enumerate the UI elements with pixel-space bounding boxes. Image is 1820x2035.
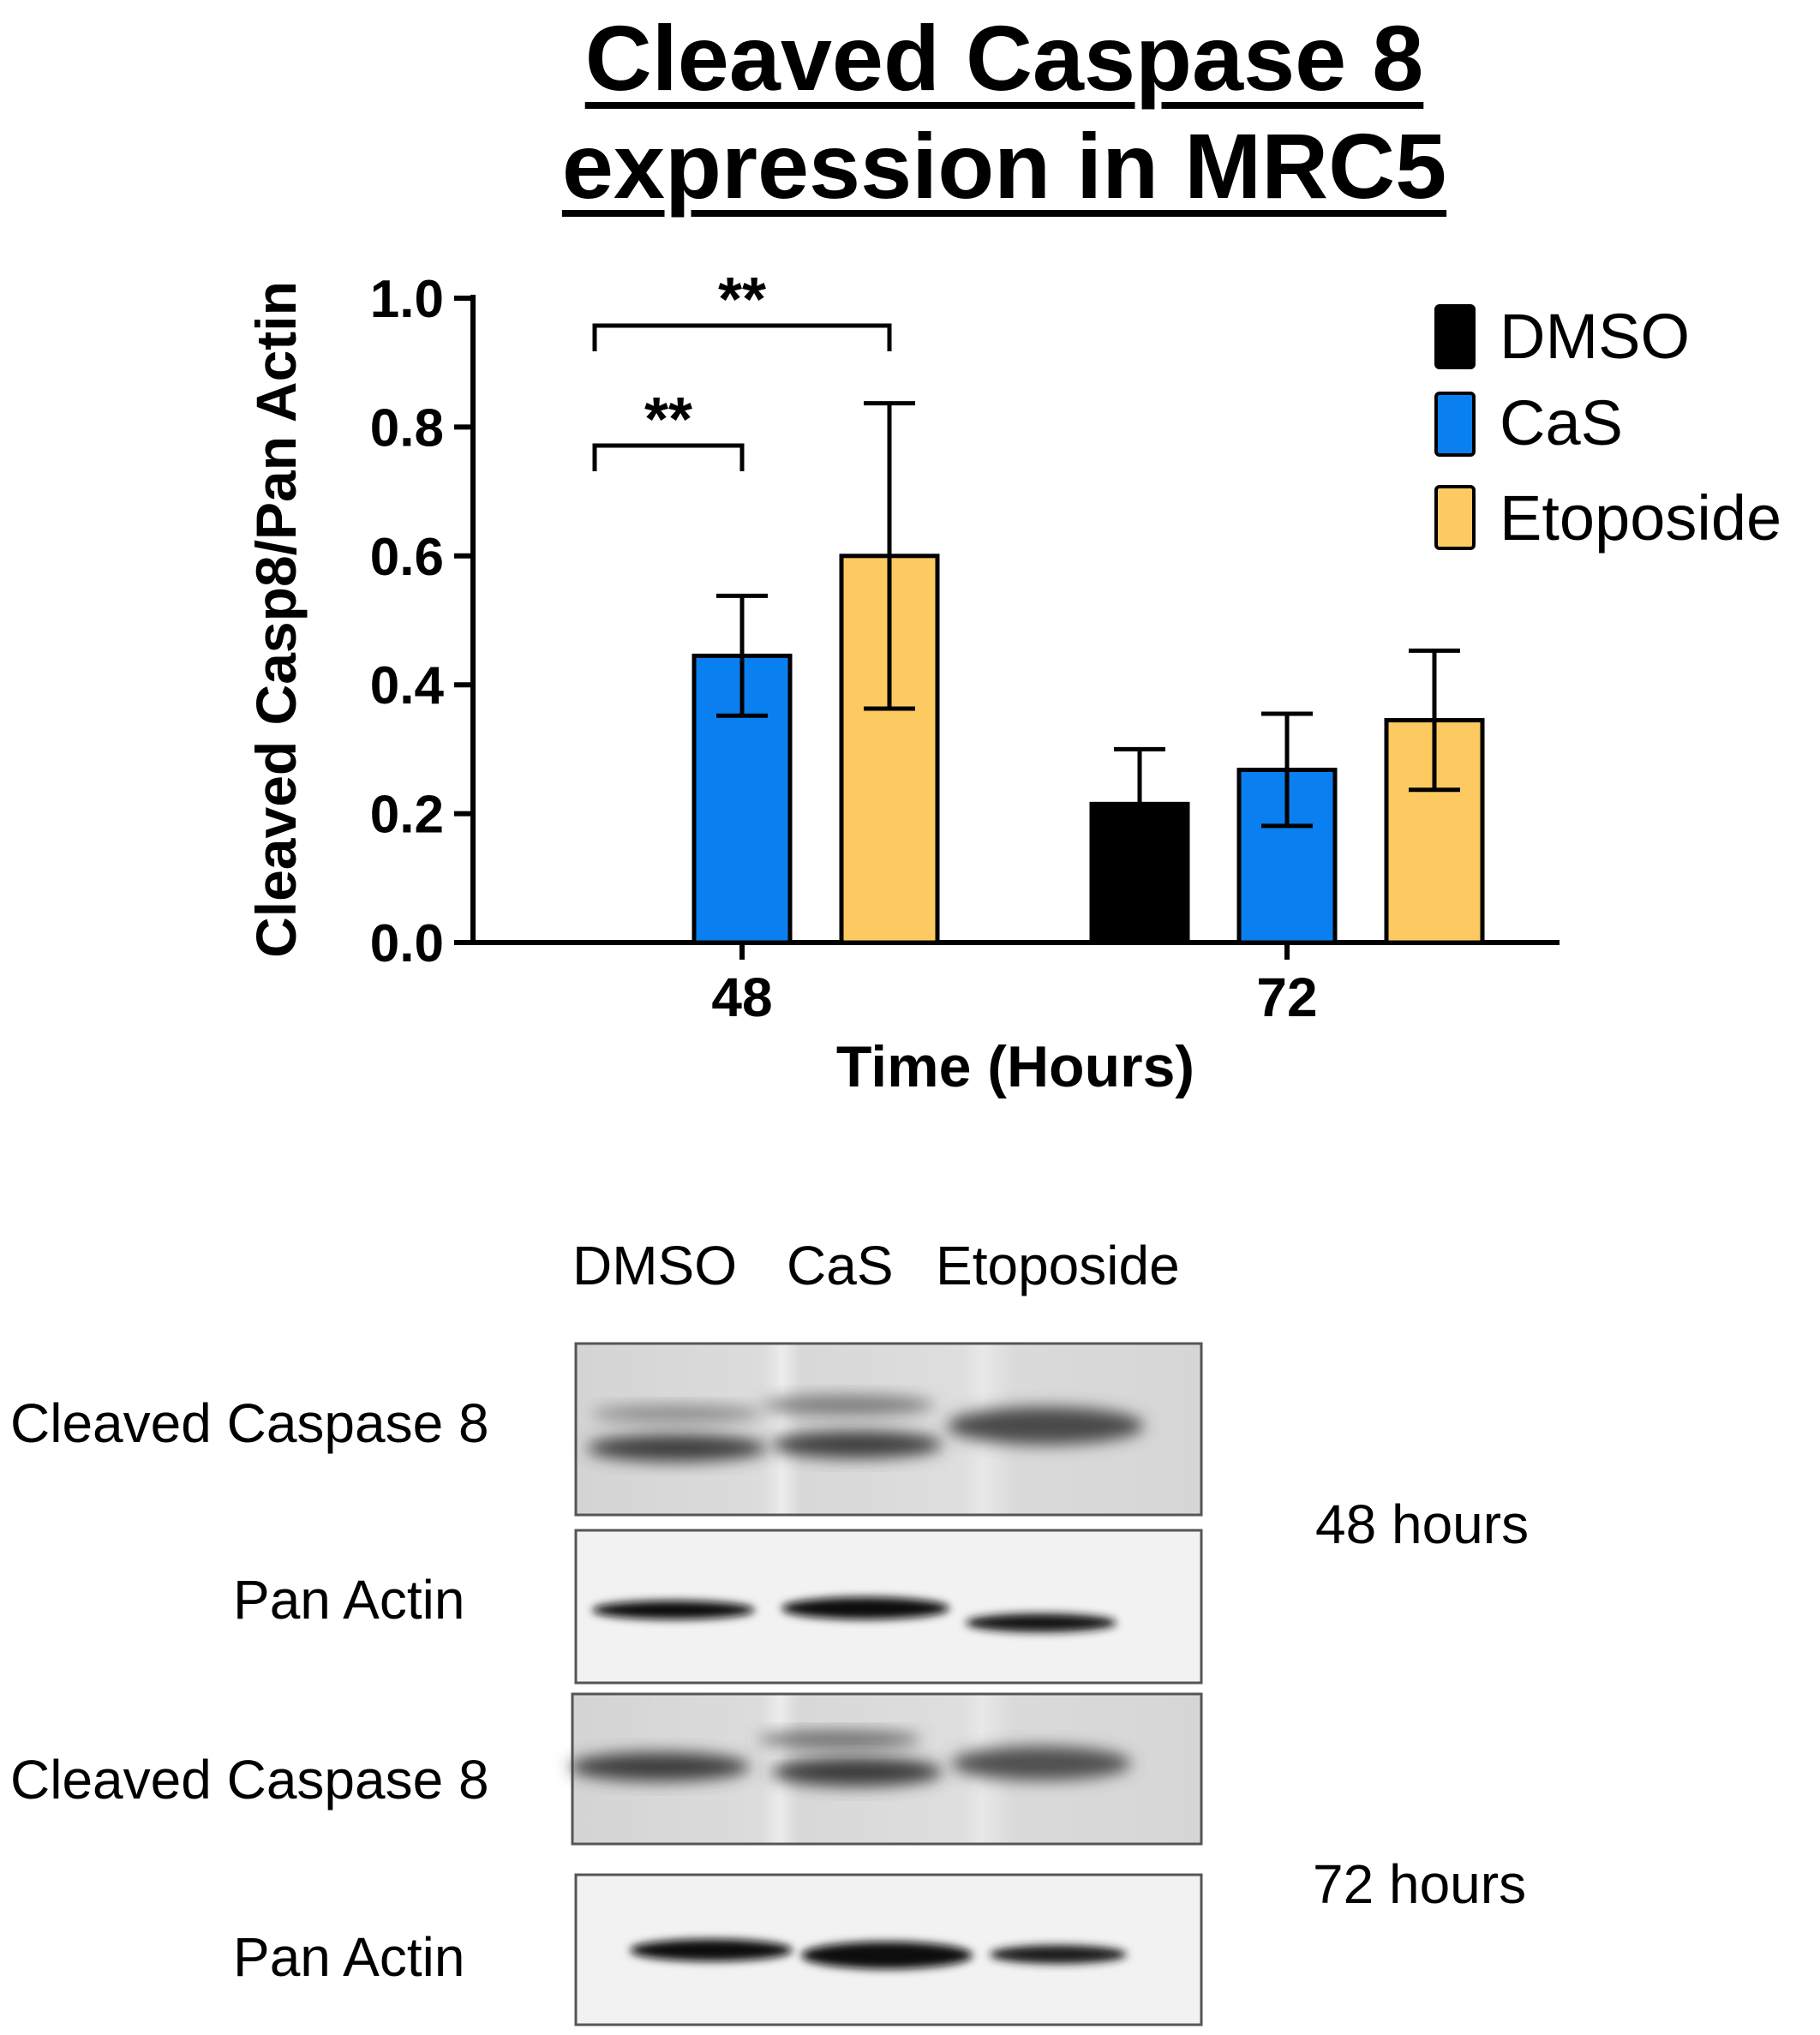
y-tick-label: 0.0 (370, 914, 444, 973)
blot-time-label-48: 48 hours (1315, 1493, 1530, 1555)
y-tick-label: 0.4 (370, 656, 445, 715)
blot-lane-label-cas: CaS (787, 1235, 894, 1296)
bar-dmso-72 (1089, 801, 1190, 945)
y-tick-label: 1.0 (370, 270, 444, 329)
significance-bracket (592, 443, 745, 471)
blot-panel-actin-48 (574, 1529, 1203, 1685)
legend-label-dmso: DMSO (1500, 301, 1690, 372)
blot-lane-label-etoposide: Etoposide (936, 1235, 1180, 1296)
chart-title-line-2: expression in MRC5 (561, 114, 1447, 218)
blot-panel-caspase-48 (574, 1342, 1203, 1517)
y-tick-label: 0.2 (370, 786, 444, 845)
legend-label-etoposide: Etoposide (1500, 482, 1782, 554)
y-axis-label: Cleaved Casp8/Pan Actin (244, 281, 308, 958)
chart-title-line-1: Cleaved Caspase 8 (584, 6, 1424, 110)
legend-swatch-cas (1434, 392, 1476, 457)
blot-row-label-caspase-72: Cleaved Caspase 8 (10, 1749, 489, 1811)
blot-row-label-actin-72: Pan Actin (233, 1926, 465, 1988)
tick-labels: 0.0 0.2 0.4 0.6 0.8 1.0 48 72 (370, 270, 1318, 1028)
significance-label: ** (644, 386, 692, 454)
x-axis-label: Time (Hours) (836, 1034, 1194, 1099)
bar-chart: ** ** 0.0 0.2 0.4 0.6 0.8 1.0 48 72 Time (Hours)… (244, 266, 1560, 1099)
x-tick-label: 48 (711, 967, 772, 1028)
y-tick-label: 0.6 (370, 528, 444, 587)
blot-lane-label-dmso: DMSO (572, 1235, 737, 1296)
blot-row-label-caspase-48: Cleaved Caspase 8 (10, 1392, 489, 1454)
legend-swatch-etoposide (1434, 485, 1476, 550)
bar-cas-72 (1236, 767, 1338, 945)
y-tick-label: 0.8 (370, 398, 444, 458)
legend-swatch-dmso (1434, 304, 1476, 369)
significance-label: ** (718, 266, 766, 334)
chart-error-bars (716, 401, 1460, 861)
blot-time-label-72: 72 hours (1313, 1853, 1527, 1915)
chart-bars (691, 554, 1485, 945)
x-tick-label: 72 (1256, 967, 1317, 1028)
chart-axes (454, 295, 1560, 960)
significance-bracket (592, 323, 892, 351)
legend-label-cas: CaS (1500, 387, 1623, 458)
blot-row-label-actin-48: Pan Actin (233, 1569, 465, 1631)
significance-brackets: ** ** (592, 266, 892, 471)
blot-panel-actin-72 (574, 1873, 1203, 2026)
legend (1434, 304, 1476, 550)
blot-panel-caspase-72 (570, 1692, 1203, 1846)
